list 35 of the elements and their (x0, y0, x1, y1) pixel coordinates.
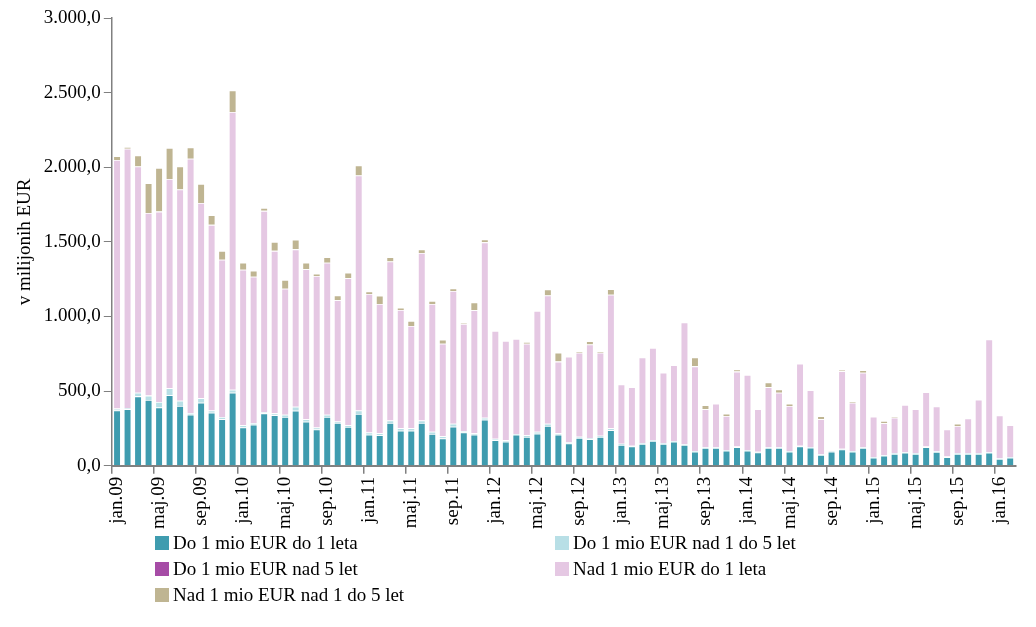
x-tick-label: maj.10 (273, 476, 295, 530)
y-tick-label: 2.500,0 (43, 80, 101, 102)
y-axis-title: v milijonih EUR (13, 178, 35, 306)
x-tick-label: sep.14 (819, 476, 841, 526)
y-tick-label: 0,0 (77, 453, 101, 475)
x-tick-label: maj.15 (903, 476, 925, 530)
y-tick-label: 1.500,0 (43, 229, 101, 251)
x-tick-label: maj.14 (777, 476, 799, 530)
x-tick-label: sep.10 (315, 476, 337, 526)
legend-label: Nad 1 mio EUR nad 1 do 5 let (173, 584, 405, 606)
x-tick-label: sep.12 (567, 476, 589, 526)
legend-label: Do 1 mio EUR do 1 leta (173, 532, 358, 554)
x-tick-label: jan.12 (483, 476, 505, 525)
legend-label: Do 1 mio EUR nad 5 let (173, 558, 358, 580)
y-tick-label: 3.000,0 (43, 5, 101, 27)
legend-label: Do 1 mio EUR nad 1 do 5 let (573, 532, 796, 554)
x-tick-label: jan.09 (105, 476, 127, 525)
x-tick-label: jan.10 (231, 476, 253, 525)
x-tick-label: jan.11 (357, 476, 379, 525)
y-tick-label: 500,0 (58, 379, 101, 401)
y-tick-label: 2.000,0 (43, 155, 101, 177)
x-tick-label: sep.13 (693, 476, 715, 526)
x-tick-label: maj.11 (399, 476, 421, 529)
x-tick-label: sep.15 (945, 476, 967, 526)
x-tick-label: maj.09 (147, 476, 169, 530)
x-tick-label: sep.09 (189, 476, 211, 526)
x-tick-label: jan.13 (609, 476, 631, 525)
y-tick-label: 1.000,0 (43, 304, 101, 326)
x-tick-label: jan.14 (735, 476, 757, 525)
legend-label: Nad 1 mio EUR do 1 leta (573, 558, 767, 580)
x-tick-label: maj.13 (651, 476, 673, 530)
x-tick-label: jan.15 (861, 476, 883, 525)
x-tick-label: jan.16 (987, 476, 1009, 525)
x-tick-label: maj.12 (525, 476, 547, 530)
x-tick-label: sep.11 (441, 476, 463, 526)
